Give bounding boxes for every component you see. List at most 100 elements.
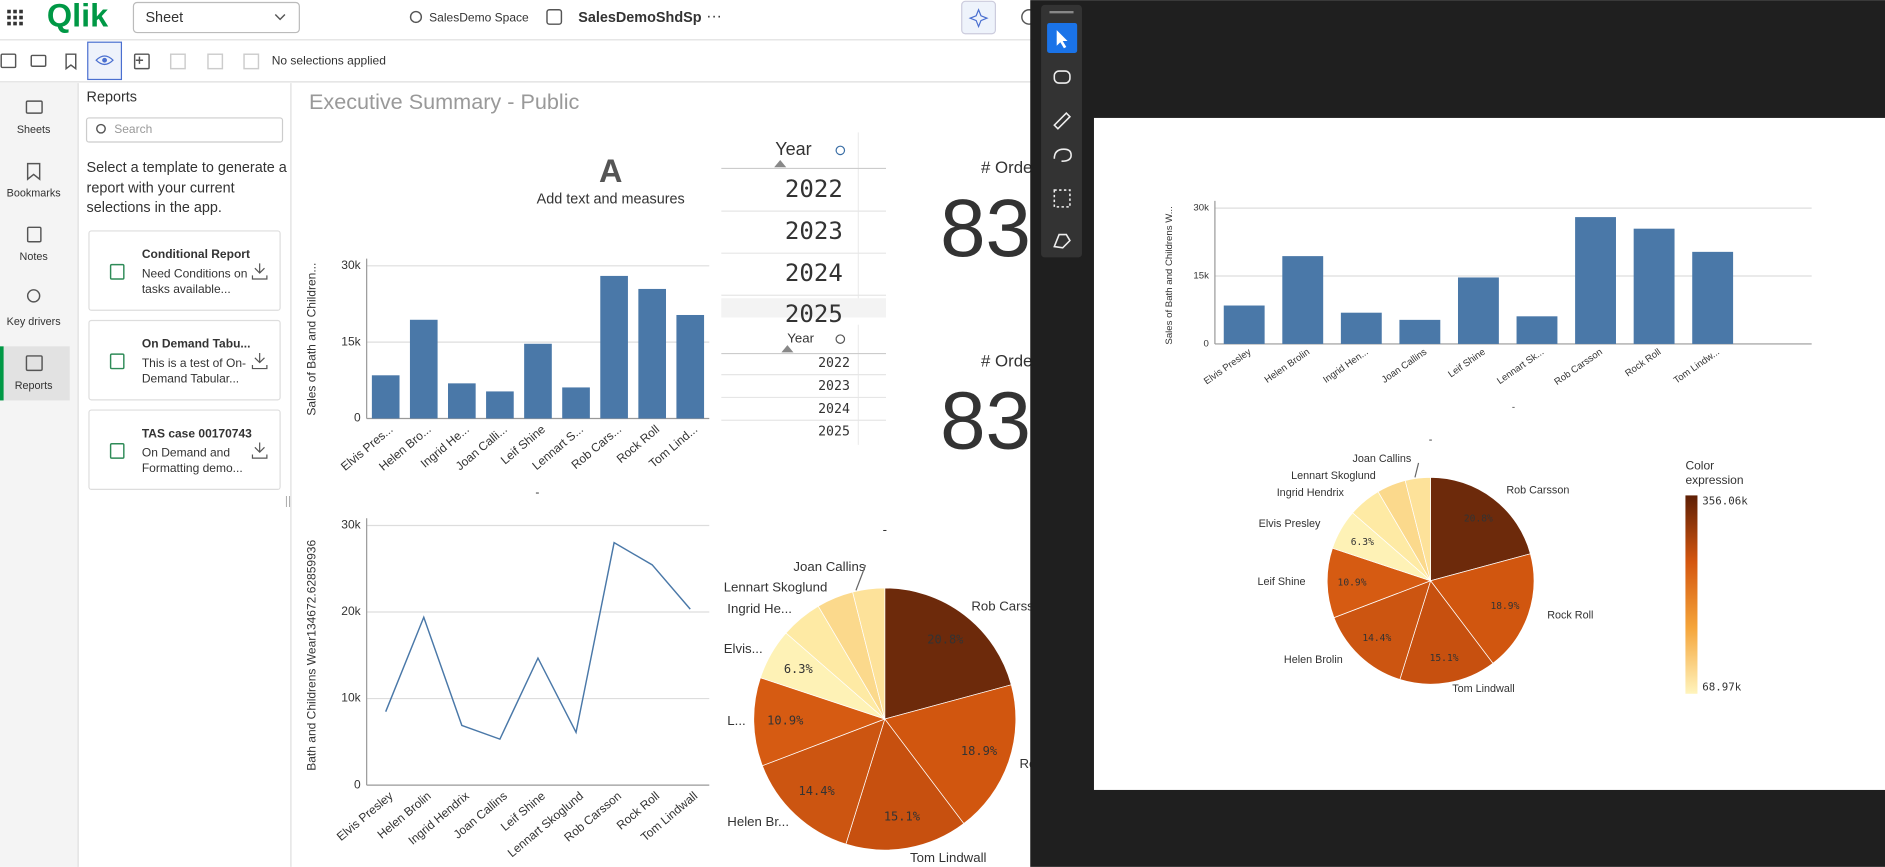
text-object-label[interactable]: Add text and measures [537, 191, 685, 207]
filter-title[interactable]: Year [775, 139, 811, 159]
pie-slice[interactable] [884, 587, 1012, 720]
preview [1093, 117, 1885, 790]
pie-slice[interactable] [1429, 553, 1535, 664]
key-drivers-icon [26, 289, 41, 303]
nav-item[interactable]: Reports [15, 380, 53, 392]
filter-value[interactable]: 2022 [785, 175, 843, 203]
toolbar-bg [1041, 4, 1082, 258]
more-menu[interactable]: ··· [706, 8, 722, 25]
pie-slice[interactable] [852, 587, 886, 720]
pie-slice[interactable] [884, 684, 1017, 825]
bar[interactable] [1282, 256, 1324, 344]
pie-slice[interactable] [753, 677, 886, 767]
description: report with your current [87, 181, 235, 197]
download-icon[interactable] [251, 263, 268, 280]
bar[interactable] [1399, 319, 1441, 344]
card-text: Formatting demo... [142, 461, 243, 475]
legend-min: 68.97k [1702, 681, 1742, 694]
filter-value[interactable]: 2024 [818, 402, 850, 417]
cards: Conditional Report Need Conditions on task… [88, 230, 281, 491]
clear-icon[interactable] [243, 53, 260, 70]
bar[interactable] [562, 387, 590, 419]
bar[interactable] [600, 275, 628, 419]
filter-value[interactable]: 2022 [818, 356, 850, 371]
pen-tool[interactable] [1053, 112, 1072, 130]
pie-slice[interactable] [761, 718, 886, 845]
sheet-dropdown[interactable] [132, 1, 300, 34]
report-card[interactable] [88, 409, 281, 491]
insight-button[interactable] [961, 0, 996, 35]
comment-tool[interactable] [1053, 70, 1071, 84]
splitter[interactable]: || [285, 494, 291, 508]
nav-item[interactable]: Key drivers [7, 316, 62, 328]
download-icon[interactable] [251, 442, 268, 459]
lasso-tool[interactable] [1053, 148, 1072, 162]
bar[interactable] [676, 314, 705, 419]
space-name[interactable]: SalesDemo Space [429, 10, 529, 24]
report-card[interactable] [88, 319, 281, 401]
search-icon[interactable] [133, 53, 150, 70]
filter-value[interactable]: 2024 [785, 259, 843, 287]
sheet-dropdown-label[interactable]: Sheet [145, 10, 183, 26]
bar[interactable] [1692, 251, 1734, 344]
panel-icon[interactable] [0, 53, 17, 69]
bar[interactable] [1457, 277, 1499, 344]
x-axis-title: - [1512, 402, 1515, 413]
filter-value[interactable]: 2025 [818, 425, 850, 440]
text-tool[interactable] [1053, 189, 1071, 208]
filter-value[interactable]: 2023 [818, 379, 850, 394]
highlight-tool[interactable] [1053, 233, 1071, 249]
bar[interactable] [1340, 312, 1382, 344]
filter-search[interactable] [835, 334, 846, 344]
data-label: 6.3% [784, 662, 814, 676]
filter-value[interactable]: 2025 [785, 300, 843, 328]
bar[interactable] [1575, 217, 1616, 344]
bar[interactable] [524, 343, 552, 419]
chevron [274, 14, 286, 21]
nav-item[interactable]: Sheets [17, 124, 51, 136]
back-icon[interactable] [169, 53, 186, 70]
app-name[interactable]: SalesDemoShdSp [578, 10, 701, 26]
bar[interactable] [1223, 305, 1265, 344]
bar[interactable] [448, 383, 476, 419]
y-axis-title: Bath and Childrens Wear134672.62859936 [305, 540, 319, 771]
pie-slice[interactable] [845, 718, 965, 851]
card-title: Conditional Report [142, 247, 250, 261]
y-tick-label: 30k [341, 518, 361, 532]
y-tick-label: 0 [1204, 338, 1209, 349]
slice-label: Ingrid Hendrix [1277, 487, 1345, 499]
legend-title: expression [1685, 473, 1743, 487]
filter-search[interactable] [835, 145, 846, 156]
text-object-icon[interactable]: A [599, 153, 622, 189]
nav-item[interactable]: Bookmarks [7, 188, 62, 200]
pie-slice[interactable] [1399, 579, 1494, 685]
data-label: 15.1% [884, 810, 921, 824]
filter-title[interactable]: Year [787, 331, 814, 346]
leader-line [1414, 462, 1420, 478]
pie-slice[interactable] [1404, 477, 1431, 581]
report-card[interactable] [88, 230, 281, 311]
app-menu[interactable] [7, 9, 23, 26]
assets-icon[interactable] [30, 54, 47, 67]
pie-slice[interactable] [1333, 580, 1432, 680]
draw-toolbar [1041, 4, 1082, 258]
filter-value[interactable]: 2023 [785, 217, 843, 245]
bar[interactable] [1633, 228, 1675, 344]
chart-title: - [1429, 434, 1433, 446]
bookmark-icon[interactable] [65, 53, 77, 71]
bar[interactable] [409, 319, 438, 419]
pie-slice[interactable] [1326, 547, 1432, 619]
forward-icon[interactable] [207, 53, 224, 70]
slice-label: Ingrid He... [727, 601, 792, 616]
pie-slice[interactable] [1430, 477, 1531, 582]
bar[interactable] [1516, 316, 1558, 344]
bar[interactable] [638, 288, 667, 419]
bar[interactable] [371, 375, 400, 419]
nav-item[interactable]: Notes [20, 251, 49, 263]
search-box[interactable] [85, 117, 284, 143]
bar[interactable] [486, 391, 514, 419]
logo[interactable]: Qlik [47, 0, 109, 34]
smart-search[interactable] [135, 56, 144, 64]
download-icon[interactable] [251, 352, 268, 370]
